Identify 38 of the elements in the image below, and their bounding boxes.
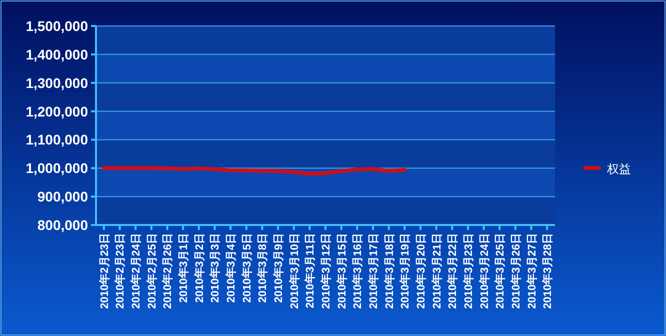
x-tick-label: 2010年3月27日 [525,233,538,309]
x-tick-label: 2010年3月12日 [320,233,332,309]
x-tick-label: 2010年3月26日 [509,233,522,309]
x-tick-label: 2010年3月5日 [240,233,254,303]
y-tick-label: 1,000,000 [26,160,88,176]
x-tick-label: 2010年3月15日 [335,233,348,309]
x-tick-label: 2010年2月26日 [161,233,174,309]
y-tick-label: 800,000 [37,217,88,233]
x-tick-label: 2010年3月8日 [256,233,270,303]
x-tick-label: 2010年3月16日 [351,233,364,309]
legend-label: 权益 [606,162,631,176]
x-tick-label: 2010年3月3日 [208,233,222,303]
x-tick-label: 2010年3月4日 [224,233,238,303]
x-tick-label: 2010年2月23日 [98,233,111,309]
y-tick-label: 1,100,000 [26,132,88,148]
x-tick-label: 2010年3月20日 [414,233,428,309]
x-tick-label: 2010年3月22日 [446,233,460,309]
x-tick-label: 2010年3月17日 [366,233,380,309]
x-tick-label: 2010年2月24日 [130,233,143,309]
y-tick-label: 1,300,000 [26,74,88,91]
x-tick-label: 2010年3月25日 [494,233,507,309]
y-tick-label: 1,500,000 [26,18,88,34]
x-tick-label: 2010年3月10日 [288,233,301,309]
x-tick-label: 2010年2月23日 [114,233,127,309]
x-tick-label: 2010年3月1日 [177,233,190,303]
x-tick-label: 2010年3月9日 [272,233,286,303]
x-tick-label: 2010年3月23日 [462,233,475,309]
y-tick-label: 900,000 [37,188,88,205]
x-tick-label: 2010年3月28日 [541,233,554,309]
x-tick-label: 2010年3月11日 [304,233,317,308]
y-tick-label: 1,200,000 [26,103,88,120]
y-tick-label: 1,400,000 [26,46,88,62]
x-tick-label: 2010年2月25日 [145,233,158,309]
x-tick-label: 2010年3月24日 [478,233,491,309]
x-tick-label: 2010年3月18日 [382,233,396,309]
x-tick-label: 2010年3月2日 [192,233,206,303]
x-tick-label: 2010年3月19日 [398,233,412,309]
x-tick-label: 2010年3月21日 [430,233,444,309]
